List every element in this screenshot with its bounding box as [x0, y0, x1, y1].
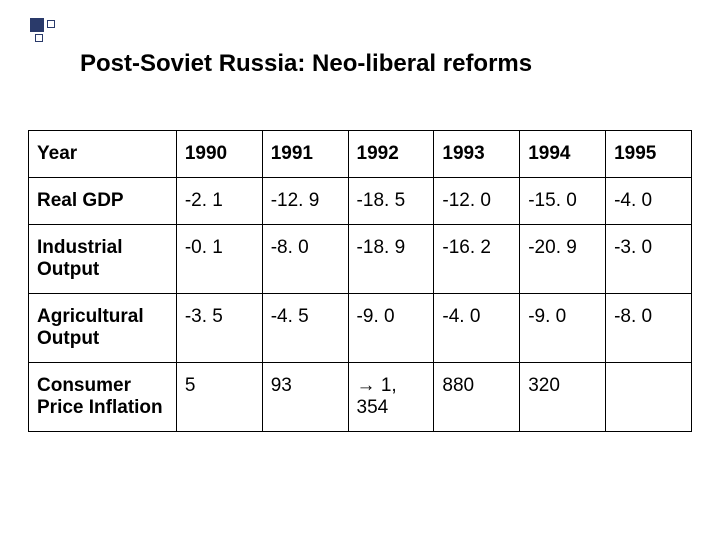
data-cell: -16. 2: [434, 225, 520, 294]
header-year: 1991: [262, 131, 348, 178]
data-cell: -8. 0: [262, 225, 348, 294]
table-row: Consumer Price Inflation 5 93 → 1, 354 8…: [29, 363, 692, 432]
data-cell: -3. 0: [606, 225, 692, 294]
data-cell: -2. 1: [176, 178, 262, 225]
slide-title: Post-Soviet Russia: Neo-liberal reforms: [80, 50, 532, 78]
data-cell: 5: [176, 363, 262, 432]
data-cell: -20. 9: [520, 225, 606, 294]
table-row: Real GDP -2. 1 -12. 9 -18. 5 -12. 0 -15.…: [29, 178, 692, 225]
header-year: 1992: [348, 131, 434, 178]
data-cell: -8. 0: [606, 294, 692, 363]
bullet-square-small: [35, 34, 43, 42]
data-cell: -18. 5: [348, 178, 434, 225]
data-cell: -0. 1: [176, 225, 262, 294]
data-cell: 880: [434, 363, 520, 432]
header-year: 1990: [176, 131, 262, 178]
data-cell: -12. 9: [262, 178, 348, 225]
row-label: Agricultural Output: [29, 294, 177, 363]
data-cell: -12. 0: [434, 178, 520, 225]
row-label: Industrial Output: [29, 225, 177, 294]
table-header-row: Year 1990 1991 1992 1993 1994 1995: [29, 131, 692, 178]
data-cell: -9. 0: [348, 294, 434, 363]
data-cell: -3. 5: [176, 294, 262, 363]
data-cell: -18. 9: [348, 225, 434, 294]
data-cell: 320: [520, 363, 606, 432]
table-row: Industrial Output -0. 1 -8. 0 -18. 9 -16…: [29, 225, 692, 294]
data-cell: -4. 0: [606, 178, 692, 225]
header-year: 1994: [520, 131, 606, 178]
data-cell: 93: [262, 363, 348, 432]
row-label: Consumer Price Inflation: [29, 363, 177, 432]
data-cell: → 1, 354: [348, 363, 434, 432]
header-label: Year: [29, 131, 177, 178]
data-cell: [606, 363, 692, 432]
header-year: 1993: [434, 131, 520, 178]
data-cell: -15. 0: [520, 178, 606, 225]
bullet-square-large: [30, 18, 44, 32]
data-cell: -9. 0: [520, 294, 606, 363]
header-year: 1995: [606, 131, 692, 178]
economic-data-table: Year 1990 1991 1992 1993 1994 1995 Real …: [28, 130, 692, 432]
data-cell: -4. 5: [262, 294, 348, 363]
bullet-square-small: [47, 20, 55, 28]
data-cell: -4. 0: [434, 294, 520, 363]
row-label: Real GDP: [29, 178, 177, 225]
table-row: Agricultural Output -3. 5 -4. 5 -9. 0 -4…: [29, 294, 692, 363]
